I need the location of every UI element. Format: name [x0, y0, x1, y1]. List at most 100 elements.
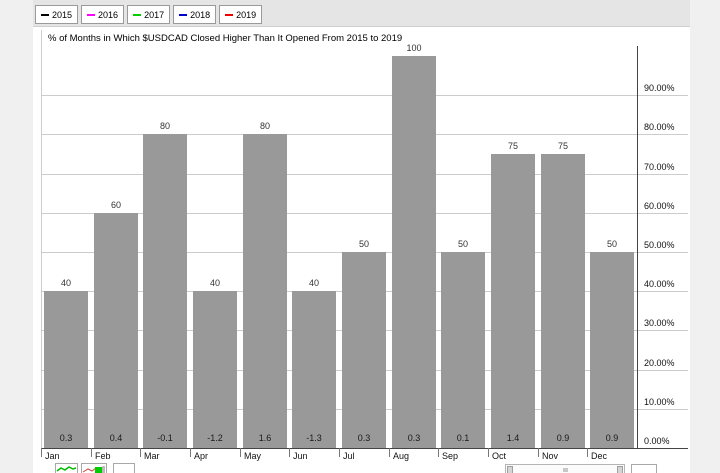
x-axis-tick: [41, 448, 42, 457]
bar-aug: [392, 56, 436, 448]
scrollbar-center-grip[interactable]: [563, 468, 568, 472]
legend-dash-icon: [225, 13, 234, 16]
bar-footer-value-may: 1.6: [258, 433, 272, 443]
x-axis-tick: [190, 448, 191, 457]
legend-dash-icon: [87, 13, 96, 16]
bar-oct: [491, 154, 535, 448]
legend-bar: 2015 2016 2017 2018 2019: [33, 0, 690, 27]
chart-title: % of Months in Which $USDCAD Closed High…: [48, 33, 403, 44]
bar-nov: [541, 154, 585, 448]
bar-dec: [590, 252, 634, 448]
chart-style-button-area[interactable]: [55, 463, 78, 473]
y-axis-label-30: 30.00%: [644, 318, 675, 328]
x-axis-tick: [389, 448, 390, 457]
chart-style-button-candles[interactable]: [81, 463, 107, 473]
y-axis-label-10: 10.00%: [644, 397, 675, 407]
y-axis-label-80: 80.00%: [644, 122, 675, 132]
x-axis-tick: [488, 448, 489, 457]
bar-may: [243, 134, 287, 448]
scrollbar-left-handle[interactable]: [507, 466, 513, 473]
y-axis-label-20: 20.00%: [644, 358, 675, 368]
y-axis-label-0: 0.00%: [644, 436, 670, 446]
legend-button-2019[interactable]: 2019: [219, 5, 263, 24]
bar-footer-value-apr: -1.2: [207, 433, 223, 443]
candlestick-chart-icon: [82, 464, 106, 473]
chart-style-button-blank[interactable]: [113, 463, 135, 473]
legend-dash-icon: [179, 13, 188, 16]
y-axis-label-40: 40.00%: [644, 279, 675, 289]
legend-year-label: 2016: [98, 9, 119, 20]
legend-year-label: 2015: [52, 9, 73, 20]
bar-value-label-jul: 50: [358, 239, 369, 249]
x-axis-label-jun: Jun: [293, 451, 308, 461]
plot-left-border: [41, 30, 42, 448]
x-axis-tick: [289, 448, 290, 457]
bar-footer-value-mar: -0.1: [157, 433, 173, 443]
bar-value-label-may: 80: [259, 121, 270, 131]
bar-jun: [292, 291, 336, 448]
bar-feb: [94, 213, 138, 448]
bar-mar: [143, 134, 187, 448]
x-axis-label-apr: Apr: [194, 451, 209, 461]
bar-apr: [193, 291, 237, 448]
y-axis-label-90: 90.00%: [644, 83, 675, 93]
legend-dash-icon: [41, 13, 49, 16]
gridline-60: [41, 213, 688, 214]
x-axis-label-jul: Jul: [343, 451, 355, 461]
bar-value-label-mar: 80: [159, 121, 170, 131]
y-axis-label-50: 50.00%: [644, 240, 675, 250]
y-axis-line: [637, 46, 638, 448]
bar-footer-value-jul: 0.3: [357, 433, 371, 443]
x-axis-label-sep: Sep: [442, 451, 459, 461]
x-axis-tick: [91, 448, 92, 457]
x-axis-tick: [240, 448, 241, 457]
x-axis-label-oct: Oct: [492, 451, 507, 461]
bar-value-label-jun: 40: [308, 278, 319, 288]
legend-button-2018[interactable]: 2018: [173, 5, 217, 24]
legend-year-label: 2017: [144, 9, 165, 20]
bar-footer-value-jun: -1.3: [306, 433, 322, 443]
chart-panel: 2015 2016 2017 2018 2019 % of Months in Whic…: [33, 0, 690, 473]
bar-footer-value-feb: 0.4: [109, 433, 123, 443]
bar-value-label-aug: 100: [406, 43, 422, 53]
scrollbar-aux-button[interactable]: [631, 464, 657, 473]
bar-footer-value-oct: 1.4: [506, 433, 520, 443]
legend-year-label: 2018: [190, 9, 211, 20]
bar-jul: [342, 252, 386, 448]
y-axis-label-70: 70.00%: [644, 162, 675, 172]
x-axis-label-may: May: [244, 451, 262, 461]
bar-value-label-jan: 40: [60, 278, 71, 288]
x-axis-tick: [538, 448, 539, 457]
bar-footer-value-nov: 0.9: [556, 433, 570, 443]
legend-button-2016[interactable]: 2016: [81, 5, 125, 24]
x-axis-label-feb: Feb: [95, 451, 111, 461]
area-chart-icon: [56, 464, 77, 473]
bar-jan: [44, 291, 88, 448]
gridline-80: [41, 134, 688, 135]
gridline-70: [41, 174, 688, 175]
legend-button-2017[interactable]: 2017: [127, 5, 171, 24]
x-axis-label-mar: Mar: [144, 451, 160, 461]
x-axis-label-dec: Dec: [591, 451, 608, 461]
bar-footer-value-jan: 0.3: [59, 433, 73, 443]
bar-sep: [441, 252, 485, 448]
x-axis-label-jan: Jan: [45, 451, 60, 461]
bar-value-label-oct: 75: [507, 141, 518, 151]
x-axis-tick: [339, 448, 340, 457]
legend-year-label: 2019: [236, 9, 257, 20]
x-axis-line: [41, 448, 688, 449]
bar-value-label-feb: 60: [110, 200, 121, 210]
x-axis-tick: [140, 448, 141, 457]
bar-value-label-nov: 75: [557, 141, 568, 151]
bar-value-label-sep: 50: [457, 239, 468, 249]
x-axis-tick: [438, 448, 439, 457]
bar-footer-value-aug: 0.3: [407, 433, 421, 443]
legend-button-2015[interactable]: 2015: [35, 5, 79, 24]
x-axis-label-aug: Aug: [393, 451, 410, 461]
range-scrollbar[interactable]: [505, 464, 625, 473]
gridline-90: [41, 95, 688, 96]
scrollbar-right-handle[interactable]: [617, 466, 623, 473]
legend-dash-icon: [133, 13, 142, 16]
bar-value-label-apr: 40: [209, 278, 220, 288]
